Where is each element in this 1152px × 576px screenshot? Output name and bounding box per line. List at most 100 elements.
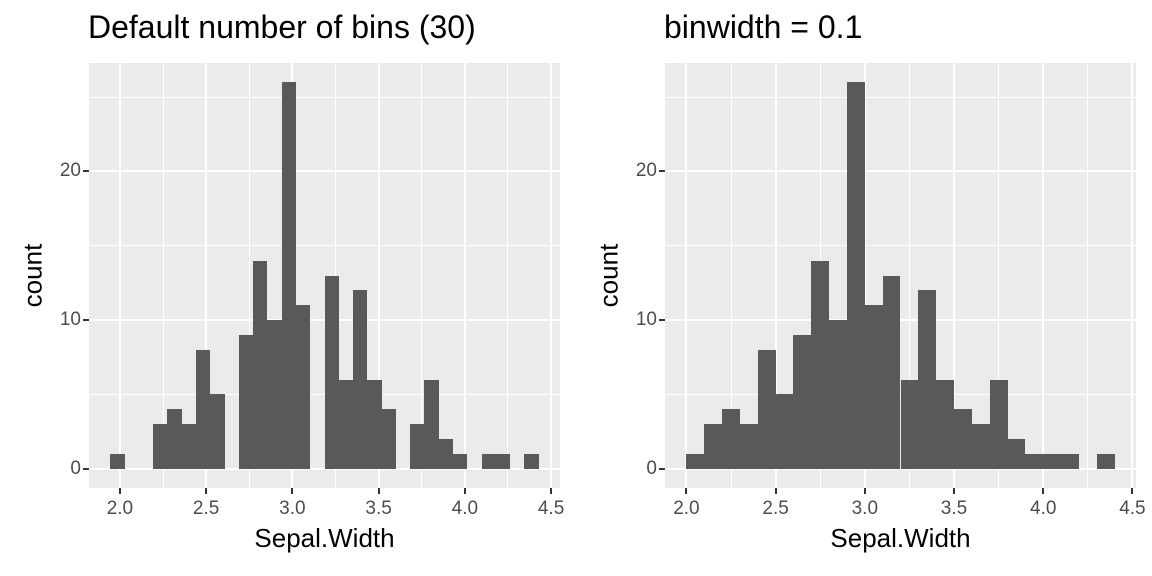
histogram-bar	[381, 409, 396, 469]
histogram-bar	[367, 379, 382, 469]
histogram-bar	[793, 334, 812, 469]
histogram-bar	[864, 305, 883, 469]
major-gridline-x	[1131, 63, 1134, 488]
histogram-bar	[524, 453, 539, 469]
histogram-bar	[281, 82, 296, 469]
major-gridline-x	[550, 63, 553, 488]
x-tick-label: 2.0	[106, 498, 134, 519]
histogram-bar	[971, 424, 990, 469]
x-tick-label: 2.5	[192, 498, 220, 519]
x-tick-label: 4.0	[1030, 498, 1057, 519]
histogram-bar	[424, 379, 439, 469]
major-gridline-x	[953, 63, 956, 488]
x-tick-label: 2.5	[762, 498, 789, 519]
x-tick-mark	[118, 488, 121, 494]
x-axis-title: Sepal.Width	[254, 523, 395, 553]
plot-panel	[89, 63, 560, 488]
histogram-bar	[1007, 438, 1026, 469]
y-tick-mark	[83, 170, 89, 173]
x-tick-label: 3.5	[940, 498, 968, 519]
y-tick-label: 0	[646, 457, 657, 479]
minor-gridline-y	[665, 245, 1136, 247]
histogram-bar	[481, 453, 496, 469]
histogram-bar	[452, 453, 468, 469]
histogram-bar	[829, 320, 847, 469]
x-tick-mark	[1042, 488, 1045, 494]
x-tick-mark	[863, 488, 866, 494]
minor-gridline-x	[730, 63, 732, 488]
major-gridline-y	[665, 467, 1136, 470]
minor-gridline-y	[665, 96, 1136, 98]
y-tick-label: 20	[59, 160, 81, 182]
major-gridline-x	[1042, 63, 1045, 488]
x-tick-mark	[463, 488, 466, 494]
histogram-bar	[295, 305, 311, 469]
histogram-bar	[1096, 453, 1115, 469]
histogram-bar	[918, 290, 937, 469]
y-tick-mark	[83, 467, 89, 470]
histogram-bar	[704, 424, 723, 469]
histogram-bar	[210, 394, 225, 469]
minor-gridline-x	[421, 63, 423, 488]
y-tick-mark	[659, 467, 665, 470]
left-histogram-plot: Default number of bins (30) count Sepal.…	[18, 9, 565, 553]
minor-gridline-y	[89, 96, 560, 98]
plot-title: binwidth = 0.1	[664, 9, 863, 45]
histogram-bar	[811, 260, 830, 469]
minor-gridline-x	[248, 63, 250, 488]
x-tick-mark	[291, 488, 294, 494]
histogram-bar	[775, 394, 794, 469]
plot-panel	[665, 63, 1136, 488]
major-gridline-x	[685, 63, 688, 488]
x-tick-label: 4.5	[537, 498, 565, 519]
y-tick-mark	[659, 170, 665, 173]
x-tick-mark	[377, 488, 380, 494]
histogram-bar	[846, 82, 865, 469]
major-gridline-x	[463, 63, 466, 488]
y-tick-label: 20	[635, 160, 657, 182]
histogram-bar	[238, 334, 254, 469]
histogram-bar	[900, 379, 919, 469]
x-tick-mark	[685, 488, 688, 494]
histogram-bar	[167, 409, 182, 469]
histogram-bar	[1025, 453, 1044, 469]
major-gridline-y	[89, 467, 560, 470]
histogram-bar	[267, 320, 282, 469]
histogram-bar	[196, 349, 211, 469]
histogram-bar	[936, 379, 954, 469]
minor-gridline-x	[1087, 63, 1089, 488]
major-gridline-x	[118, 63, 121, 488]
x-tick-label: 2.0	[673, 498, 700, 519]
histogram-bar	[686, 453, 705, 469]
y-tick-label: 10	[635, 309, 657, 331]
major-gridline-y	[665, 170, 1136, 173]
histogram-bar	[882, 275, 901, 469]
histogram-bar	[495, 453, 511, 469]
histogram-bar	[954, 409, 972, 469]
x-tick-label: 4.0	[451, 498, 479, 519]
y-tick-mark	[659, 319, 665, 322]
minor-gridline-x	[998, 63, 1000, 488]
right-histogram-plot: binwidth = 0.1 count Sepal.Width 2.0 2.5 3…	[576, 0, 1152, 576]
major-gridline-x	[863, 63, 866, 488]
major-gridline-y	[665, 319, 1136, 322]
histogram-bar	[153, 424, 168, 469]
minor-gridline-x	[908, 63, 910, 488]
histogram-bar	[338, 379, 354, 469]
histogram-bar	[410, 424, 425, 469]
x-tick-mark	[774, 488, 777, 494]
major-gridline-x	[205, 63, 208, 488]
x-tick-mark	[550, 488, 553, 494]
major-gridline-y	[89, 170, 560, 173]
minor-gridline-y	[89, 245, 560, 247]
histogram-bar	[989, 379, 1008, 469]
histogram-bar	[181, 424, 197, 469]
histogram-bar	[1043, 453, 1062, 469]
histogram-bar	[324, 275, 339, 469]
x-tick-label: 3.5	[365, 498, 392, 519]
y-tick-label: 0	[70, 457, 81, 479]
minor-gridline-x	[162, 63, 164, 488]
x-axis-title: Sepal.Width	[830, 523, 971, 553]
plot-title: Default number of bins (30)	[88, 9, 476, 45]
